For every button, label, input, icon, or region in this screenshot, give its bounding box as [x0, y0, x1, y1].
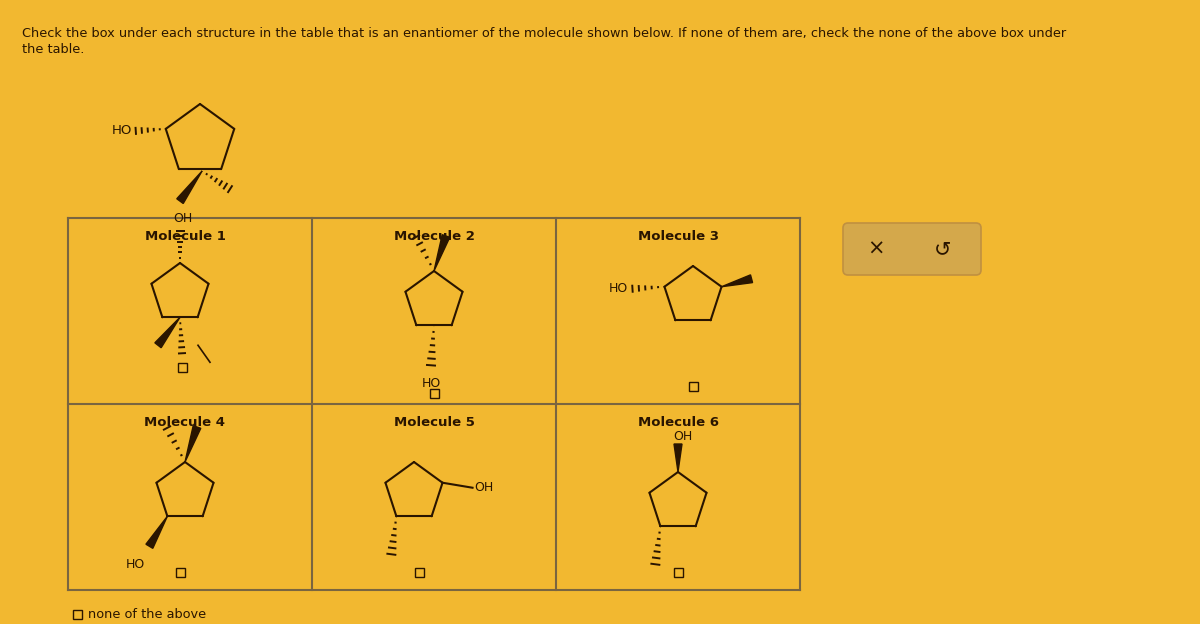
Polygon shape	[155, 317, 180, 348]
Text: Molecule 2: Molecule 2	[394, 230, 474, 243]
Bar	[72, 610, 82, 618]
Text: HO: HO	[421, 378, 440, 390]
Bar	[673, 567, 683, 577]
Polygon shape	[721, 275, 752, 287]
Text: Molecule 4: Molecule 4	[144, 416, 226, 429]
Text: Molecule 6: Molecule 6	[637, 416, 719, 429]
Bar	[430, 389, 438, 397]
Text: OH: OH	[173, 212, 193, 225]
Bar	[689, 381, 697, 391]
Bar	[175, 567, 185, 577]
Text: HO: HO	[112, 124, 132, 137]
Bar	[178, 363, 186, 372]
Polygon shape	[434, 235, 450, 271]
Text: OH: OH	[673, 430, 692, 443]
Text: HO: HO	[126, 558, 145, 571]
FancyBboxPatch shape	[842, 223, 982, 275]
Text: Molecule 5: Molecule 5	[394, 416, 474, 429]
Text: HO: HO	[610, 282, 629, 295]
Text: OH: OH	[474, 481, 493, 494]
Text: the table.: the table.	[22, 43, 84, 56]
Polygon shape	[146, 516, 167, 548]
Text: Molecule 1: Molecule 1	[144, 230, 226, 243]
Text: ×: ×	[868, 239, 884, 259]
Bar	[414, 567, 424, 577]
Text: none of the above: none of the above	[88, 608, 206, 620]
Polygon shape	[674, 444, 682, 472]
Text: Check the box under each structure in the table that is an enantiomer of the mol: Check the box under each structure in th…	[22, 27, 1066, 40]
Polygon shape	[185, 426, 200, 462]
Polygon shape	[176, 171, 202, 203]
Text: ↺: ↺	[935, 239, 952, 259]
Text: Molecule 3: Molecule 3	[637, 230, 719, 243]
